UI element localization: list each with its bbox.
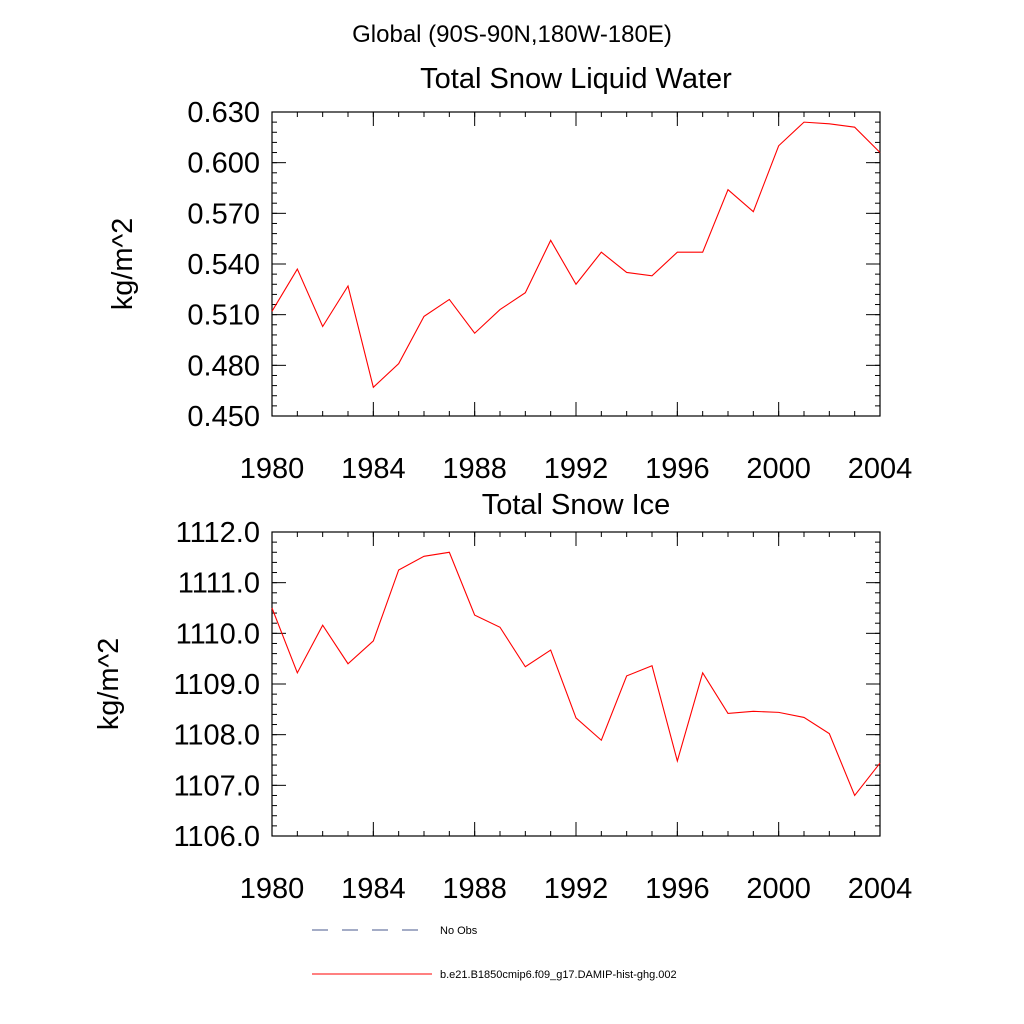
- x-tick-label: 2000: [746, 873, 811, 905]
- x-tick-label: 1980: [240, 453, 305, 485]
- x-tick-label: 1984: [341, 873, 406, 905]
- panel-snow-liquid-water: Total Snow Liquid Water kg/m^2 1980 1984 1…: [107, 63, 912, 485]
- y-axis-label: kg/m^2: [93, 638, 125, 731]
- y-tick-label: 0.510: [187, 300, 260, 332]
- y-tick-label: 0.540: [187, 249, 260, 281]
- y-tick-label: 0.450: [187, 401, 260, 433]
- x-tick-label: 1988: [442, 453, 507, 485]
- figure-header: Global (90S-90N,180W-180E): [352, 21, 672, 48]
- x-tick-label: 1988: [442, 873, 507, 905]
- plot-frame: [271, 531, 881, 837]
- x-tick-label: 2004: [848, 873, 913, 905]
- y-tick-label: 1112.0: [176, 517, 260, 549]
- legend-label-model-run: b.e21.B1850cmip6.f09_g17.DAMIP-hist-ghg.…: [440, 969, 677, 981]
- x-tick-label: 2000: [746, 453, 811, 485]
- y-tick-label: 0.630: [187, 97, 260, 129]
- x-tick-label: 1996: [645, 453, 710, 485]
- y-tick-label: 1108.0: [173, 720, 260, 752]
- y-tick-label: 0.570: [187, 198, 260, 230]
- x-tick-label: 2004: [848, 453, 913, 485]
- x-tick-label: 1980: [240, 873, 305, 905]
- x-tick-label: 1996: [645, 873, 710, 905]
- panel-snow-ice: Total Snow Ice kg/m^2 1980 1984 1988 1992 19…: [93, 489, 912, 905]
- y-tick-label: 0.480: [187, 350, 260, 382]
- y-tick-label: 1106.0: [173, 821, 260, 853]
- y-axis-label: kg/m^2: [107, 218, 139, 311]
- legend: No Obs b.e21.B1850cmip6.f09_g17.DAMIP-hi…: [312, 925, 677, 981]
- series-line: [271, 121, 881, 389]
- panel-title: Total Snow Liquid Water: [420, 63, 732, 95]
- x-tick-label: 1992: [544, 873, 609, 905]
- plot-frame: [271, 111, 881, 417]
- legend-label-no-obs: No Obs: [440, 925, 478, 937]
- x-tick-label: 1992: [544, 453, 609, 485]
- y-tick-label: 1109.0: [173, 669, 260, 701]
- series-line: [271, 551, 881, 797]
- x-tick-label: 1984: [341, 453, 406, 485]
- y-tick-label: 0.600: [187, 148, 260, 180]
- y-tick-label: 1107.0: [173, 770, 260, 802]
- y-tick-label: 1111.0: [178, 568, 260, 600]
- y-tick-label: 1110.0: [176, 618, 260, 650]
- panel-title: Total Snow Ice: [482, 489, 671, 521]
